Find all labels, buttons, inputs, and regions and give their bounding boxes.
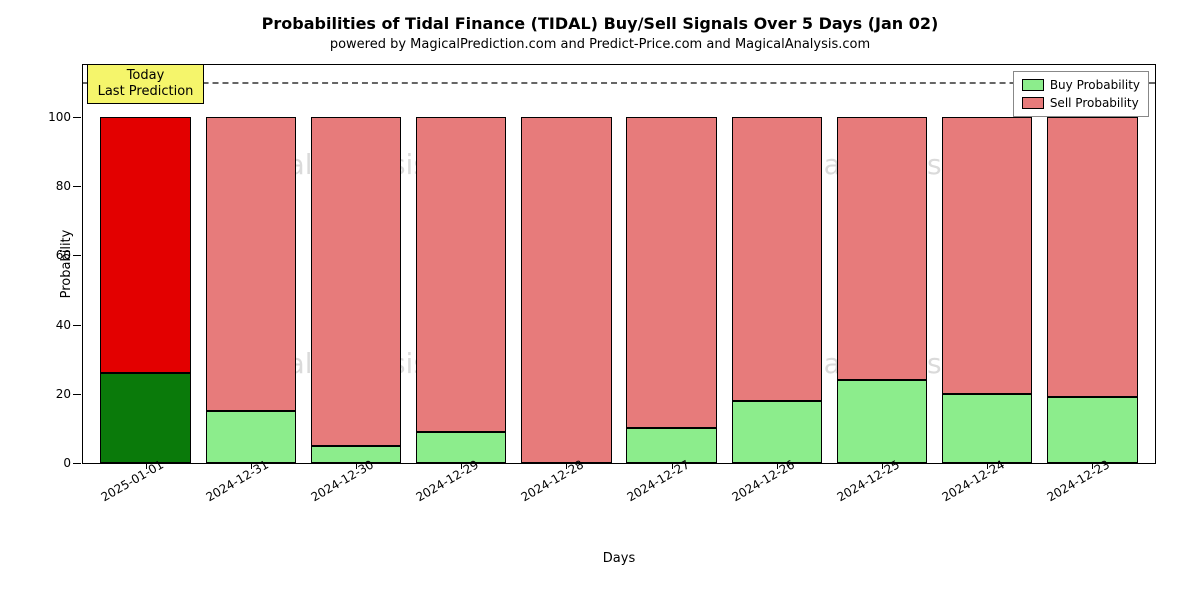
y-tick-label: 40	[43, 318, 71, 332]
bar-slot: 2024-12-23	[1040, 65, 1145, 463]
buy-segment	[100, 373, 190, 463]
annotation-line-2: Last Prediction	[98, 84, 194, 100]
today-annotation: Today Last Prediction	[87, 64, 205, 103]
sell-segment	[416, 117, 506, 432]
y-tick	[73, 255, 81, 256]
stacked-bar	[311, 65, 401, 463]
legend-label-sell: Sell Probability	[1050, 94, 1139, 112]
y-tick-label: 60	[43, 248, 71, 262]
sell-segment	[1047, 117, 1137, 397]
bar-slot: 2024-12-24	[935, 65, 1040, 463]
plot-outer: Probability MagicalAnalysis.com MagicalA…	[82, 64, 1156, 464]
y-tick-label: 0	[43, 456, 71, 470]
stacked-bar	[626, 65, 716, 463]
sell-segment	[626, 117, 716, 428]
sell-segment	[311, 117, 401, 446]
stacked-bar	[100, 65, 190, 463]
bar-slot: 2024-12-29	[409, 65, 514, 463]
y-axis-label: Probability	[59, 230, 74, 299]
y-tick	[73, 463, 81, 464]
bar-slot: 2024-12-31	[198, 65, 303, 463]
annotation-line-1: Today	[98, 68, 194, 84]
sell-segment	[100, 117, 190, 373]
plot-area: MagicalAnalysis.com MagicalAnalysis.com …	[82, 64, 1156, 464]
bar-slot: 2025-01-01	[93, 65, 198, 463]
sell-segment	[206, 117, 296, 411]
legend-swatch-sell	[1022, 97, 1044, 109]
x-axis-label: Days	[603, 551, 635, 566]
bar-slot: 2024-12-30	[303, 65, 408, 463]
y-tick	[73, 325, 81, 326]
stacked-bar	[416, 65, 506, 463]
sell-segment	[837, 117, 927, 380]
stacked-bar	[732, 65, 822, 463]
legend-swatch-buy	[1022, 79, 1044, 91]
bar-slot: 2024-12-28	[514, 65, 619, 463]
sell-segment	[521, 117, 611, 463]
stacked-bar	[837, 65, 927, 463]
sell-segment	[942, 117, 1032, 394]
y-tick-label: 80	[43, 179, 71, 193]
chart-title: Probabilities of Tidal Finance (TIDAL) B…	[20, 14, 1180, 33]
legend-label-buy: Buy Probability	[1050, 76, 1140, 94]
legend-item-buy: Buy Probability	[1022, 76, 1140, 94]
y-tick	[73, 117, 81, 118]
bar-slot: 2024-12-25	[829, 65, 934, 463]
chart-container: Probabilities of Tidal Finance (TIDAL) B…	[0, 0, 1200, 600]
bars-container: 2025-01-012024-12-312024-12-302024-12-29…	[83, 65, 1155, 463]
stacked-bar	[521, 65, 611, 463]
bar-slot: 2024-12-27	[619, 65, 724, 463]
legend-item-sell: Sell Probability	[1022, 94, 1140, 112]
y-tick-label: 20	[43, 387, 71, 401]
y-tick	[73, 186, 81, 187]
bar-slot: 2024-12-26	[724, 65, 829, 463]
y-tick-label: 100	[43, 110, 71, 124]
legend: Buy Probability Sell Probability	[1013, 71, 1149, 117]
sell-segment	[732, 117, 822, 401]
stacked-bar	[942, 65, 1032, 463]
y-tick	[73, 394, 81, 395]
stacked-bar	[1047, 65, 1137, 463]
stacked-bar	[206, 65, 296, 463]
chart-subtitle: powered by MagicalPrediction.com and Pre…	[20, 37, 1180, 52]
